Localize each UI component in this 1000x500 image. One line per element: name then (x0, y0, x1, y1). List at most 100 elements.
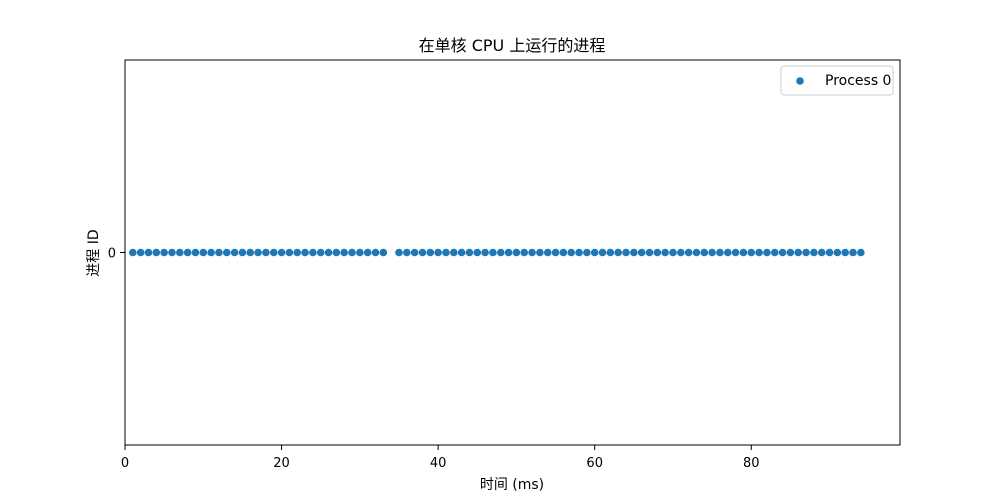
data-point (747, 248, 756, 257)
data-point (191, 248, 200, 257)
data-point (786, 248, 795, 257)
x-tick-label: 60 (586, 456, 603, 471)
data-point (645, 248, 654, 257)
data-point (567, 248, 576, 257)
data-point (528, 248, 536, 257)
legend-marker (796, 77, 804, 85)
data-point (316, 248, 325, 257)
x-tick-label: 0 (121, 456, 129, 471)
data-point (598, 248, 607, 257)
data-point (348, 248, 356, 257)
data-point (684, 248, 693, 257)
data-point (489, 248, 497, 257)
data-point (841, 248, 850, 257)
data-point (857, 248, 865, 257)
data-point (496, 248, 505, 257)
data-point (543, 248, 552, 257)
data-point (770, 248, 779, 257)
x-axis: 0 20 40 60 80 (121, 445, 760, 471)
data-point (199, 248, 208, 257)
data-point (551, 248, 560, 257)
data-point (590, 248, 599, 257)
data-point (849, 248, 857, 257)
data-point (473, 248, 482, 257)
data-point (653, 248, 662, 257)
data-point (559, 248, 568, 257)
data-point (277, 248, 286, 257)
data-point (410, 248, 419, 257)
data-point (630, 248, 638, 257)
data-point (723, 248, 732, 257)
data-point (246, 248, 255, 257)
data-point (293, 248, 302, 257)
data-point (207, 248, 215, 257)
data-point (309, 248, 317, 257)
plot-area (129, 248, 865, 257)
data-point (802, 248, 810, 257)
data-point (215, 248, 223, 257)
data-point (395, 248, 403, 257)
x-axis-label: 时间 (ms) (480, 477, 544, 493)
data-point (677, 248, 685, 257)
data-point (614, 248, 622, 257)
data-point (575, 248, 583, 257)
data-point (810, 248, 818, 257)
data-point (262, 248, 270, 257)
data-point (442, 248, 450, 257)
data-point (238, 248, 247, 257)
data-point (833, 248, 842, 257)
data-point (778, 248, 787, 257)
legend-frame (780, 65, 894, 96)
data-point (520, 248, 529, 257)
data-point (379, 248, 388, 257)
data-point (817, 248, 826, 257)
data-point (403, 248, 411, 257)
data-point (763, 248, 771, 257)
data-point (426, 248, 435, 257)
data-point (285, 248, 294, 257)
data-point (269, 248, 278, 257)
data-point (356, 248, 364, 257)
data-point (692, 248, 701, 257)
y-axis-label: 进程 ID (86, 229, 102, 276)
data-point (512, 248, 521, 257)
data-point (481, 248, 489, 257)
data-point (669, 248, 677, 257)
data-point (301, 248, 309, 257)
data-point (622, 248, 630, 257)
chart-title: 在单核 CPU 上运行的进程 (419, 36, 606, 55)
data-point (434, 248, 442, 257)
data-point (731, 248, 740, 257)
data-point (152, 248, 161, 257)
data-point (175, 248, 184, 257)
data-point (324, 248, 333, 257)
data-point (254, 248, 262, 257)
data-point (794, 248, 803, 257)
data-point (168, 248, 176, 257)
legend: Process 0 (780, 65, 894, 96)
data-point (183, 248, 192, 257)
data-point (504, 248, 513, 257)
data-point (340, 248, 348, 257)
data-point (825, 248, 834, 257)
data-point (536, 248, 544, 257)
data-point (230, 248, 239, 257)
data-point (739, 248, 748, 257)
data-point (700, 248, 709, 257)
data-point (457, 248, 466, 257)
data-point (332, 248, 341, 257)
data-point (606, 248, 615, 257)
data-point (716, 248, 724, 257)
data-point (661, 248, 669, 257)
y-tick-label: 0 (108, 247, 116, 262)
x-tick-label: 80 (743, 456, 760, 471)
data-point (583, 248, 591, 257)
legend-label: Process 0 (825, 73, 891, 89)
y-axis: 0 (108, 247, 125, 262)
data-point (708, 248, 716, 257)
data-point (129, 248, 137, 257)
data-point (449, 248, 458, 257)
data-point (160, 248, 168, 257)
x-tick-label: 20 (273, 456, 290, 471)
